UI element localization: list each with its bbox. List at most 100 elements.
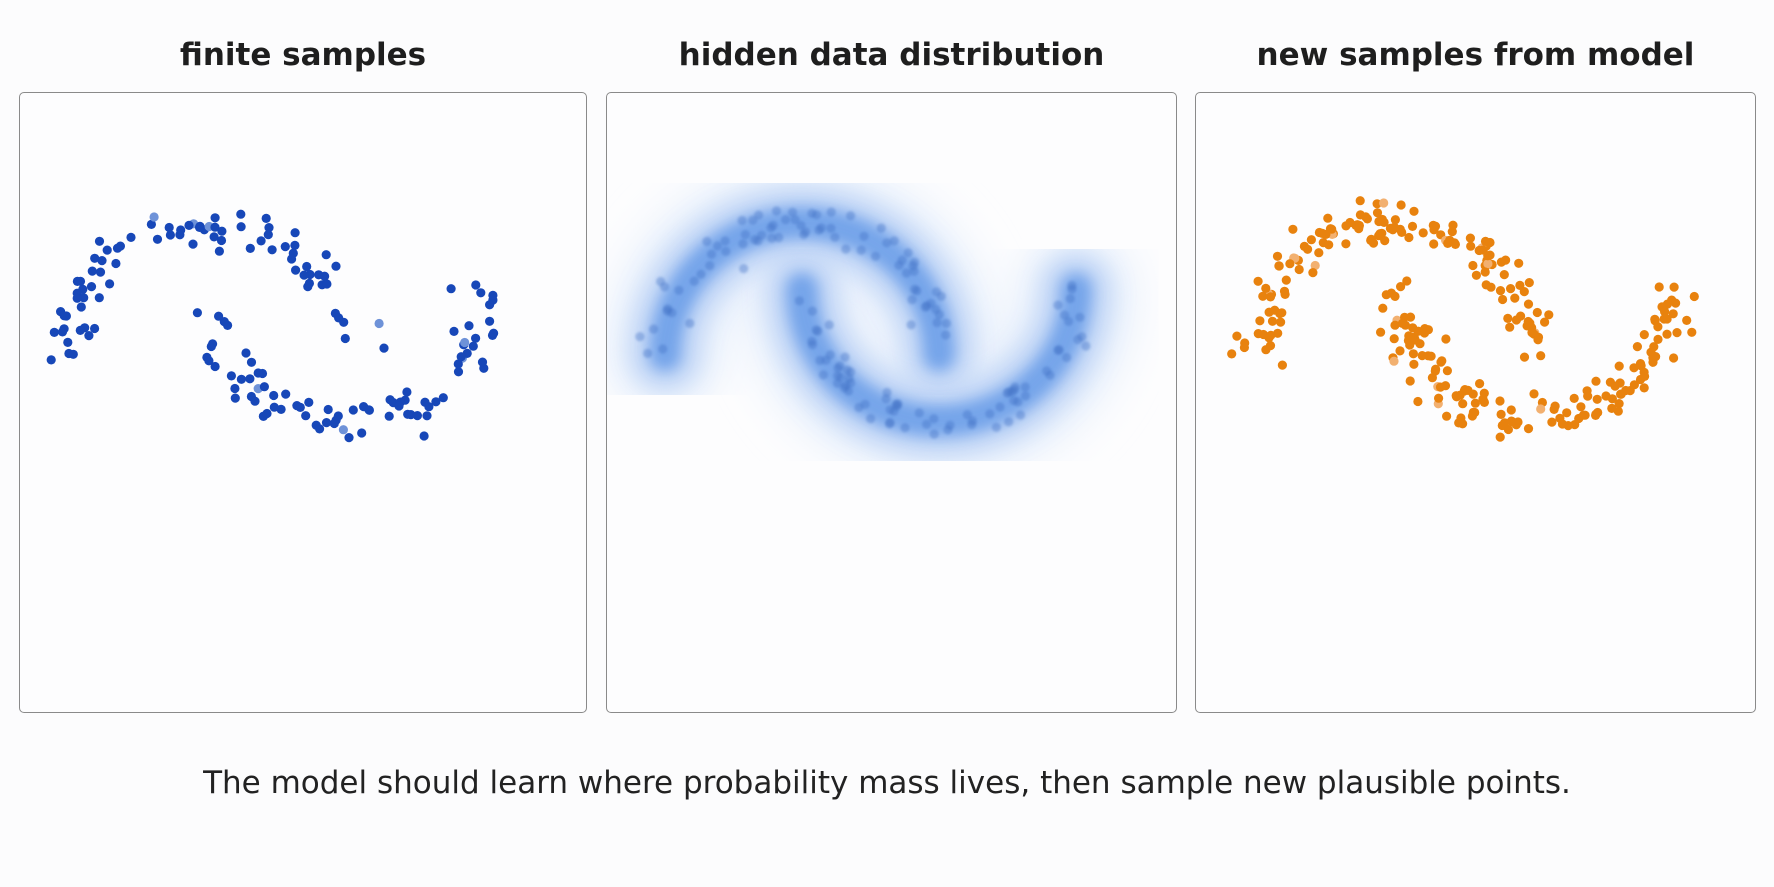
sample-point bbox=[112, 243, 123, 253]
density-sample-point bbox=[1020, 391, 1031, 401]
generated-point bbox=[1636, 361, 1646, 371]
density-sample-point bbox=[771, 206, 782, 216]
generated-point bbox=[1467, 411, 1477, 421]
sample-point bbox=[420, 397, 430, 407]
generated-point bbox=[1505, 322, 1515, 332]
density-sample-point bbox=[995, 402, 1005, 412]
sample-point bbox=[419, 431, 429, 441]
generated-point bbox=[1465, 233, 1475, 243]
density-sample-point bbox=[907, 295, 917, 305]
generated-point bbox=[1562, 408, 1572, 418]
generated-point bbox=[1687, 327, 1697, 337]
density-sample-point bbox=[929, 414, 939, 424]
generated-point bbox=[1569, 393, 1579, 403]
density-sample-point bbox=[846, 378, 856, 388]
generated-point bbox=[1533, 332, 1544, 342]
density-sample-point bbox=[1067, 280, 1077, 291]
generated-point bbox=[1258, 329, 1268, 340]
density-sample-point bbox=[658, 344, 668, 354]
generated-point bbox=[1527, 323, 1537, 333]
sample-point bbox=[210, 222, 220, 232]
density-sample-point bbox=[839, 383, 850, 393]
sample-point bbox=[364, 405, 374, 415]
density-sample-point bbox=[766, 223, 776, 233]
density-sample-point bbox=[685, 318, 695, 328]
generated-point bbox=[1536, 404, 1546, 414]
density-core-band-lower bbox=[786, 273, 1092, 438]
density-sample-point bbox=[900, 423, 910, 433]
hidden-distribution-density bbox=[607, 165, 1134, 479]
caption: The model should learn where probability… bbox=[203, 765, 1571, 801]
density-sample-point bbox=[814, 225, 824, 235]
sample-point bbox=[230, 383, 240, 394]
generated-point bbox=[1669, 282, 1679, 292]
sample-point bbox=[146, 219, 156, 229]
density-sample-point bbox=[674, 285, 684, 295]
generated-point bbox=[1323, 213, 1333, 223]
finite-samples-scatter bbox=[46, 209, 499, 443]
sample-point bbox=[384, 411, 394, 421]
generated-point bbox=[1435, 382, 1446, 392]
sample-point bbox=[374, 318, 384, 329]
sample-point bbox=[476, 288, 486, 298]
generated-point bbox=[1614, 361, 1624, 371]
density-sample-point bbox=[1075, 312, 1085, 322]
density-sample-point bbox=[894, 260, 904, 270]
generated-point bbox=[1495, 286, 1506, 296]
sample-point bbox=[301, 411, 311, 421]
sample-point bbox=[314, 270, 324, 280]
density-sample-point bbox=[909, 266, 919, 276]
generated-point bbox=[1689, 291, 1699, 302]
density-sample-point bbox=[705, 261, 715, 271]
density-sample-point bbox=[985, 409, 995, 419]
sample-point bbox=[236, 209, 246, 219]
sample-point bbox=[63, 337, 73, 347]
density-sample-point bbox=[689, 276, 699, 286]
density-sample-point bbox=[825, 350, 835, 360]
sample-point bbox=[323, 404, 333, 415]
generated-point bbox=[1536, 351, 1546, 361]
sample-point bbox=[76, 302, 86, 312]
generated-point bbox=[1495, 396, 1505, 406]
density-sample-point bbox=[818, 370, 828, 380]
density-sample-point bbox=[1002, 388, 1012, 398]
density-sample-point bbox=[774, 232, 784, 243]
generated-point bbox=[1261, 345, 1271, 355]
generated-point bbox=[1639, 330, 1649, 340]
generated-point bbox=[1583, 391, 1593, 401]
generated-point bbox=[1402, 276, 1412, 286]
sample-point bbox=[214, 311, 224, 321]
generated-point bbox=[1441, 334, 1451, 344]
generated-point bbox=[1386, 288, 1396, 298]
generated-point bbox=[1671, 298, 1681, 308]
generated-point bbox=[1672, 328, 1682, 338]
generated-point bbox=[1405, 376, 1415, 386]
density-sample-point bbox=[739, 264, 749, 274]
generated-point bbox=[1314, 248, 1324, 258]
generated-point bbox=[1592, 394, 1602, 404]
sample-point bbox=[202, 352, 212, 362]
sample-point bbox=[321, 250, 331, 260]
generated-point bbox=[1389, 356, 1399, 366]
density-sample-point bbox=[909, 284, 920, 294]
density-sample-point bbox=[846, 211, 856, 221]
density-sample-point bbox=[807, 340, 818, 350]
panel-title-model-samples: new samples from model bbox=[1256, 37, 1695, 73]
sample-point bbox=[152, 234, 163, 244]
density-sample-point bbox=[767, 233, 777, 243]
generated-point bbox=[1400, 320, 1410, 330]
density-sample-point bbox=[991, 422, 1001, 432]
generated-point bbox=[1496, 409, 1506, 419]
generated-point bbox=[1355, 210, 1365, 220]
generated-point bbox=[1483, 251, 1493, 261]
sample-point bbox=[95, 267, 106, 277]
generated-point bbox=[1376, 327, 1386, 337]
sample-point bbox=[302, 261, 312, 272]
generated-point bbox=[1239, 342, 1249, 353]
generated-point bbox=[1540, 317, 1550, 327]
density-sample-point bbox=[876, 223, 886, 233]
sample-point bbox=[489, 328, 499, 338]
density-sample-point bbox=[1062, 352, 1072, 363]
generated-point bbox=[1390, 215, 1400, 225]
generated-point bbox=[1427, 373, 1437, 383]
